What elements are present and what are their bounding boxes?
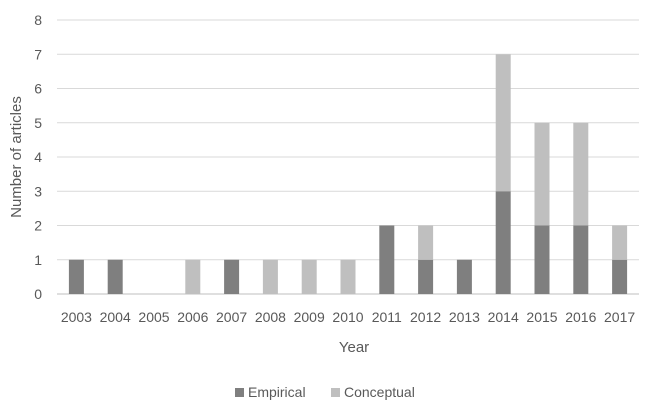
x-tick-label: 2004 [100,309,131,325]
bar-empirical-2015 [534,225,550,294]
x-tick-label: 2017 [604,309,635,325]
bar-empirical-2003 [68,259,84,294]
y-tick-label: 3 [34,183,42,199]
y-tick-label: 5 [34,115,42,131]
x-tick-label: 2015 [526,309,557,325]
x-axis-ticks: 2003 2004 2005 2006 2007 2008 2009 2010 2011 2012… [61,309,636,325]
x-tick-label: 2010 [332,309,363,325]
y-tick-label: 8 [34,12,42,28]
bar-conceptual-2012 [418,225,434,260]
bar-empirical-2011 [379,225,395,294]
y-axis-ticks: 0 1 2 3 4 5 6 7 8 [34,12,42,302]
y-tick-label: 7 [34,46,42,62]
y-tick-label: 6 [34,81,42,97]
y-axis-title: Number of articles [8,96,25,218]
x-tick-label: 2011 [372,309,402,325]
x-axis-title: Year [339,339,369,356]
bar-empirical-2017 [612,259,628,294]
legend-swatch-conceptual [331,388,340,397]
bar-conceptual-2017 [612,225,628,260]
y-tick-label: 0 [34,286,42,302]
x-tick-label: 2007 [216,309,247,325]
bars [68,54,628,294]
gridlines [57,19,639,295]
bar-empirical-2016 [573,225,589,294]
y-tick-label: 1 [34,252,42,268]
x-tick-label: 2003 [61,309,92,325]
bar-conceptual-2014 [495,54,511,192]
x-tick-label: 2013 [449,309,480,325]
bar-empirical-2007 [224,259,240,294]
bar-conceptual-2008 [262,259,278,294]
legend-swatch-empirical [235,388,244,397]
legend-label-conceptual: Conceptual [344,384,415,400]
bar-conceptual-2006 [185,259,201,294]
x-tick-label: 2006 [177,309,208,325]
bar-conceptual-2010 [340,259,356,294]
bar-empirical-2004 [107,259,123,294]
legend-label-empirical: Empirical [248,384,306,400]
x-tick-label: 2005 [138,309,169,325]
bar-conceptual-2016 [573,122,589,226]
bar-empirical-2013 [456,259,472,294]
bar-conceptual-2009 [301,259,317,294]
bar-empirical-2014 [495,191,511,294]
bar-conceptual-2015 [534,122,550,226]
x-tick-label: 2009 [294,309,325,325]
legend: Empirical Conceptual [235,384,415,400]
x-tick-label: 2012 [410,309,441,325]
y-tick-label: 2 [34,218,42,234]
y-tick-label: 4 [34,149,42,165]
x-tick-label: 2008 [255,309,286,325]
x-tick-label: 2014 [488,309,519,325]
x-tick-label: 2016 [565,309,596,325]
bar-empirical-2012 [418,259,434,294]
